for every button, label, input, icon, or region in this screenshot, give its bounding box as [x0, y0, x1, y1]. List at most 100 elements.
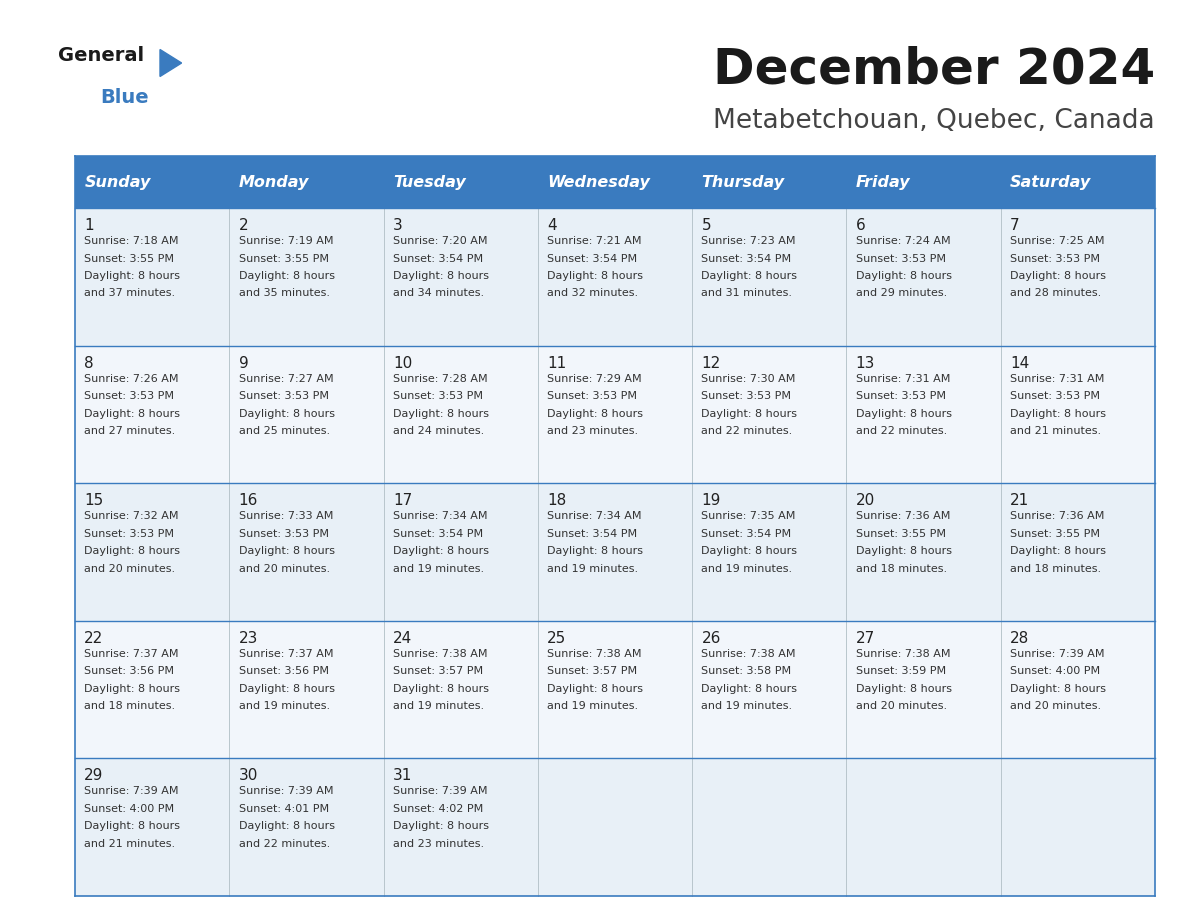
Text: and 20 minutes.: and 20 minutes. [239, 564, 329, 574]
Text: Thursday: Thursday [701, 174, 784, 189]
Text: Daylight: 8 hours: Daylight: 8 hours [393, 822, 488, 832]
Text: Daylight: 8 hours: Daylight: 8 hours [84, 409, 181, 419]
Text: and 24 minutes.: and 24 minutes. [393, 426, 484, 436]
Text: 21: 21 [1010, 493, 1029, 509]
Text: and 18 minutes.: and 18 minutes. [84, 701, 176, 711]
Text: 23: 23 [239, 631, 258, 645]
Text: Sunrise: 7:26 AM: Sunrise: 7:26 AM [84, 374, 178, 384]
Text: and 23 minutes.: and 23 minutes. [548, 426, 638, 436]
Text: Daylight: 8 hours: Daylight: 8 hours [1010, 684, 1106, 694]
Text: Tuesday: Tuesday [393, 174, 466, 189]
Text: Sunrise: 7:33 AM: Sunrise: 7:33 AM [239, 511, 333, 521]
Text: and 29 minutes.: and 29 minutes. [855, 288, 947, 298]
Text: 20: 20 [855, 493, 874, 509]
Text: Monday: Monday [239, 174, 309, 189]
Text: Sunrise: 7:38 AM: Sunrise: 7:38 AM [701, 649, 796, 659]
Text: Sunrise: 7:39 AM: Sunrise: 7:39 AM [393, 787, 487, 797]
Text: 15: 15 [84, 493, 103, 509]
Text: Sunrise: 7:20 AM: Sunrise: 7:20 AM [393, 236, 487, 246]
Text: 18: 18 [548, 493, 567, 509]
Text: Sunset: 3:55 PM: Sunset: 3:55 PM [239, 253, 329, 263]
Text: 2: 2 [239, 218, 248, 233]
Text: and 34 minutes.: and 34 minutes. [393, 288, 484, 298]
Text: Daylight: 8 hours: Daylight: 8 hours [855, 546, 952, 556]
Text: and 20 minutes.: and 20 minutes. [84, 564, 176, 574]
Text: Sunrise: 7:39 AM: Sunrise: 7:39 AM [84, 787, 178, 797]
Text: 8: 8 [84, 355, 94, 371]
Text: Sunset: 3:54 PM: Sunset: 3:54 PM [393, 253, 484, 263]
Text: and 27 minutes.: and 27 minutes. [84, 426, 176, 436]
Text: Sunset: 3:53 PM: Sunset: 3:53 PM [84, 529, 175, 539]
Text: Sunset: 3:53 PM: Sunset: 3:53 PM [1010, 253, 1100, 263]
Text: Daylight: 8 hours: Daylight: 8 hours [701, 546, 797, 556]
Text: Sunrise: 7:19 AM: Sunrise: 7:19 AM [239, 236, 333, 246]
Text: Friday: Friday [855, 174, 910, 189]
Text: Sunrise: 7:28 AM: Sunrise: 7:28 AM [393, 374, 487, 384]
Text: Sunset: 3:54 PM: Sunset: 3:54 PM [548, 529, 637, 539]
Text: Daylight: 8 hours: Daylight: 8 hours [1010, 271, 1106, 281]
Text: Daylight: 8 hours: Daylight: 8 hours [393, 546, 488, 556]
Text: Sunset: 3:53 PM: Sunset: 3:53 PM [84, 391, 175, 401]
Text: 9: 9 [239, 355, 248, 371]
Text: 28: 28 [1010, 631, 1029, 645]
Text: Daylight: 8 hours: Daylight: 8 hours [84, 271, 181, 281]
Text: Sunrise: 7:37 AM: Sunrise: 7:37 AM [84, 649, 178, 659]
Text: Daylight: 8 hours: Daylight: 8 hours [548, 409, 643, 419]
Text: Sunrise: 7:34 AM: Sunrise: 7:34 AM [393, 511, 487, 521]
Text: 3: 3 [393, 218, 403, 233]
Text: Sunset: 3:54 PM: Sunset: 3:54 PM [393, 529, 484, 539]
Text: and 19 minutes.: and 19 minutes. [393, 564, 484, 574]
Bar [75, 483, 1155, 621]
Text: Sunset: 3:55 PM: Sunset: 3:55 PM [84, 253, 175, 263]
Text: Sunset: 3:54 PM: Sunset: 3:54 PM [548, 253, 637, 263]
Text: 10: 10 [393, 355, 412, 371]
Text: Sunset: 3:53 PM: Sunset: 3:53 PM [1010, 391, 1100, 401]
Text: and 21 minutes.: and 21 minutes. [1010, 426, 1101, 436]
Text: Sunset: 3:55 PM: Sunset: 3:55 PM [1010, 529, 1100, 539]
Text: 29: 29 [84, 768, 103, 783]
Text: and 22 minutes.: and 22 minutes. [855, 426, 947, 436]
Text: Daylight: 8 hours: Daylight: 8 hours [548, 546, 643, 556]
Text: Sunrise: 7:27 AM: Sunrise: 7:27 AM [239, 374, 333, 384]
Text: Sunset: 3:53 PM: Sunset: 3:53 PM [393, 391, 482, 401]
Bar [75, 758, 1155, 896]
Text: and 23 minutes.: and 23 minutes. [393, 839, 484, 849]
Text: 24: 24 [393, 631, 412, 645]
Text: Sunset: 3:56 PM: Sunset: 3:56 PM [84, 666, 175, 677]
Text: Sunrise: 7:29 AM: Sunrise: 7:29 AM [548, 374, 642, 384]
Text: Sunrise: 7:31 AM: Sunrise: 7:31 AM [1010, 374, 1105, 384]
Text: Sunrise: 7:25 AM: Sunrise: 7:25 AM [1010, 236, 1105, 246]
Text: Daylight: 8 hours: Daylight: 8 hours [84, 822, 181, 832]
Text: Daylight: 8 hours: Daylight: 8 hours [701, 271, 797, 281]
Text: Wednesday: Wednesday [548, 174, 650, 189]
Text: and 21 minutes.: and 21 minutes. [84, 839, 176, 849]
Text: 31: 31 [393, 768, 412, 783]
Text: and 19 minutes.: and 19 minutes. [239, 701, 329, 711]
Text: Sunrise: 7:36 AM: Sunrise: 7:36 AM [1010, 511, 1105, 521]
Text: Sunset: 4:02 PM: Sunset: 4:02 PM [393, 804, 484, 814]
Text: and 28 minutes.: and 28 minutes. [1010, 288, 1101, 298]
Text: Sunset: 3:57 PM: Sunset: 3:57 PM [548, 666, 637, 677]
Text: Sunset: 3:53 PM: Sunset: 3:53 PM [855, 391, 946, 401]
Text: Daylight: 8 hours: Daylight: 8 hours [393, 684, 488, 694]
Text: Saturday: Saturday [1010, 174, 1092, 189]
Text: Sunset: 3:54 PM: Sunset: 3:54 PM [701, 529, 791, 539]
Text: 6: 6 [855, 218, 865, 233]
Text: 17: 17 [393, 493, 412, 509]
Text: Daylight: 8 hours: Daylight: 8 hours [239, 271, 335, 281]
Text: Daylight: 8 hours: Daylight: 8 hours [239, 409, 335, 419]
Text: 13: 13 [855, 355, 876, 371]
Text: and 19 minutes.: and 19 minutes. [548, 564, 638, 574]
Text: Daylight: 8 hours: Daylight: 8 hours [84, 546, 181, 556]
Text: Daylight: 8 hours: Daylight: 8 hours [548, 684, 643, 694]
Bar [229, 156, 384, 208]
Text: Sunrise: 7:37 AM: Sunrise: 7:37 AM [239, 649, 333, 659]
Text: Sunrise: 7:32 AM: Sunrise: 7:32 AM [84, 511, 178, 521]
Text: 16: 16 [239, 493, 258, 509]
Text: Daylight: 8 hours: Daylight: 8 hours [239, 546, 335, 556]
Text: 22: 22 [84, 631, 103, 645]
Text: Sunset: 3:58 PM: Sunset: 3:58 PM [701, 666, 791, 677]
Text: and 22 minutes.: and 22 minutes. [239, 839, 330, 849]
Text: Sunday: Sunday [84, 174, 151, 189]
Text: Sunrise: 7:38 AM: Sunrise: 7:38 AM [855, 649, 950, 659]
